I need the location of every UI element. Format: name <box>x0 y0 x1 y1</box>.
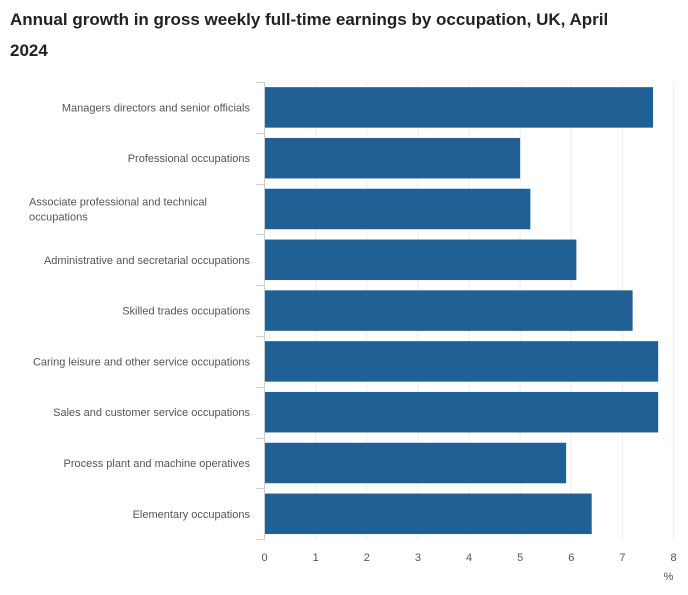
bar-1[interactable] <box>265 87 654 128</box>
bar-3[interactable] <box>265 188 531 230</box>
category-label-1: Managers directors and senior officials <box>62 102 251 114</box>
x-axis-unit-label: % <box>664 571 674 583</box>
category-label-6: Caring leisure and other service occupat… <box>33 356 251 368</box>
x-tick-label-6: 6 <box>568 552 574 564</box>
x-axis-ticks: 0 1 2 3 4 5 6 7 8 <box>261 552 676 564</box>
category-label-9: Elementary occupations <box>133 509 251 521</box>
x-tick-label-2: 2 <box>364 552 370 564</box>
category-label-4: Administrative and secretarial occupatio… <box>44 255 251 267</box>
x-tick-label-8: 8 <box>670 552 676 564</box>
bar-8[interactable] <box>265 442 567 484</box>
bar-5[interactable] <box>265 290 633 331</box>
category-label-7: Sales and customer service occupations <box>53 407 250 419</box>
x-tick-label-1: 1 <box>313 552 319 564</box>
chart-title: Annual growth in gross weekly full-time … <box>10 10 609 60</box>
category-label-2: Professional occupations <box>128 153 251 165</box>
x-tick-label-5: 5 <box>517 552 523 564</box>
x-tick-label-7: 7 <box>619 552 625 564</box>
x-tick-label-3: 3 <box>415 552 421 564</box>
x-tick-label-4: 4 <box>466 552 472 564</box>
bar-6[interactable] <box>265 341 659 382</box>
category-label-5: Skilled trades occupations <box>122 306 250 318</box>
category-label-8: Process plant and machine operatives <box>64 458 251 470</box>
bar-4[interactable] <box>265 239 577 281</box>
x-tick-label-0: 0 <box>261 552 267 564</box>
bar-2[interactable] <box>265 137 521 179</box>
bar-7[interactable] <box>265 391 659 433</box>
category-label-3: Associate professional and technical occu… <box>29 197 207 224</box>
bars <box>265 87 659 535</box>
category-labels: Managers directors and senior officials P… <box>29 102 250 520</box>
bar-9[interactable] <box>265 493 592 535</box>
